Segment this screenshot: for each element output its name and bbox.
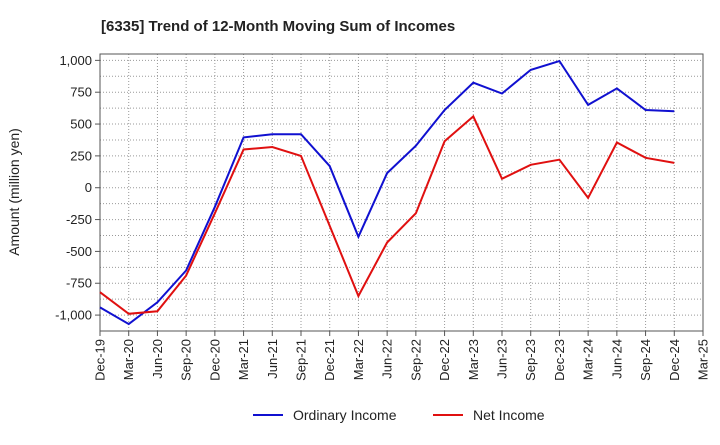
y-tick-label: -250 — [66, 212, 92, 227]
y-tick-label: -750 — [66, 276, 92, 291]
x-tick-label: Sep-22 — [408, 339, 423, 381]
series-line-net-income — [99, 114, 675, 315]
x-tick-label: Mar-24 — [581, 339, 596, 380]
plot-area-frame — [99, 53, 704, 332]
x-tick-label: Mar-20 — [121, 339, 136, 380]
legend-label: Net Income — [473, 407, 545, 423]
x-tick-label: Dec-19 — [93, 339, 108, 381]
legend: Ordinary Income Net Income — [253, 407, 545, 423]
x-tick-label: Jun-21 — [265, 339, 280, 379]
x-tick-label: Jun-22 — [380, 339, 395, 379]
x-tick-label: Jun-24 — [609, 339, 624, 379]
y-tick-label: 750 — [70, 85, 92, 100]
x-tick-label: Sep-20 — [179, 339, 194, 381]
series-line-ordinary-income — [99, 59, 675, 326]
legend-label: Ordinary Income — [293, 407, 397, 423]
x-tick-label: Dec-21 — [322, 339, 337, 381]
x-tick-label: Jun-23 — [495, 339, 510, 379]
x-tick-label: Dec-24 — [667, 339, 682, 381]
x-axis-ticks: Dec-19 Mar-20 Jun-20 Sep-20 Dec-20 Mar-21 Jun-… — [93, 331, 711, 381]
x-tick-label: Jun-20 — [150, 339, 165, 379]
x-tick-label: Mar-21 — [236, 339, 251, 380]
chart-title: [6335] Trend of 12-Month Moving Sum of I… — [101, 18, 455, 35]
y-tick-label: -1,000 — [55, 308, 92, 323]
series-lines — [99, 59, 675, 326]
y-axis-title: Amount (million yen) — [6, 128, 22, 256]
x-tick-label: Mar-22 — [351, 339, 366, 380]
grid-lines — [99, 54, 704, 332]
x-tick-label: Mar-23 — [466, 339, 481, 380]
x-tick-label: Sep-23 — [523, 339, 538, 381]
x-tick-label: Mar-25 — [696, 339, 711, 380]
x-tick-label: Dec-23 — [552, 339, 567, 381]
y-tick-label: -500 — [66, 244, 92, 259]
x-tick-label: Dec-22 — [437, 339, 452, 381]
y-axis-ticks: -1,000 -750 -500 -250 0 250 500 750 1,000 — [55, 53, 100, 323]
x-tick-label: Sep-21 — [294, 339, 309, 381]
y-tick-label: 0 — [85, 180, 92, 195]
y-tick-label: 1,000 — [59, 53, 92, 68]
y-tick-label: 250 — [70, 148, 92, 163]
x-tick-label: Sep-24 — [638, 339, 653, 381]
y-tick-label: 500 — [70, 117, 92, 132]
x-tick-label: Dec-20 — [207, 339, 222, 381]
